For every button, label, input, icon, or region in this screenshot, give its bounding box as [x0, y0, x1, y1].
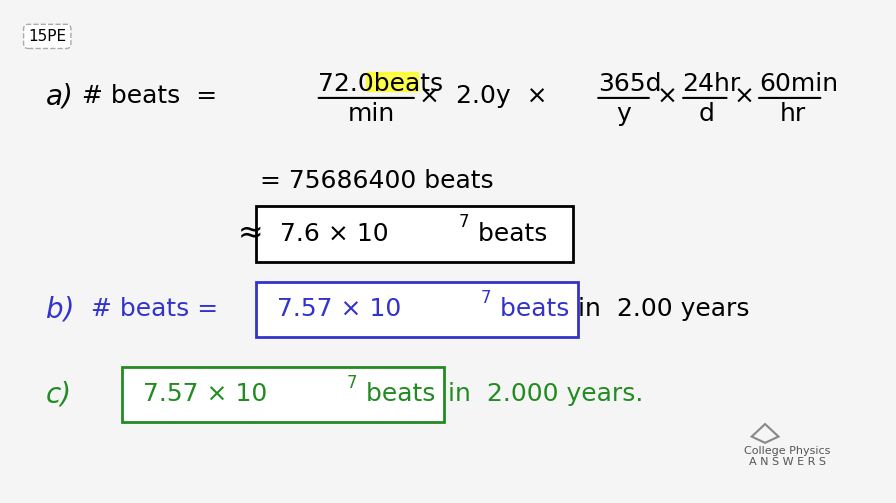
- FancyBboxPatch shape: [122, 367, 444, 422]
- Text: b): b): [46, 295, 74, 323]
- Text: 72.0beats: 72.0beats: [318, 72, 444, 96]
- Text: ×: ×: [656, 85, 677, 109]
- Text: College Physics
A N S W E R S: College Physics A N S W E R S: [745, 446, 831, 467]
- FancyBboxPatch shape: [256, 282, 578, 337]
- Text: 7.6 × 10: 7.6 × 10: [280, 222, 389, 246]
- Text: y: y: [616, 102, 631, 126]
- Text: # beats =: # beats =: [90, 297, 218, 321]
- Text: 7.57 × 10: 7.57 × 10: [142, 382, 267, 406]
- Text: 15PE: 15PE: [28, 29, 66, 44]
- Text: 7: 7: [480, 289, 491, 306]
- FancyBboxPatch shape: [256, 206, 573, 262]
- Text: 365d: 365d: [598, 72, 661, 96]
- Text: ≈: ≈: [238, 219, 263, 248]
- Text: min: min: [348, 102, 395, 126]
- Text: 60min: 60min: [759, 72, 838, 96]
- Text: 7: 7: [459, 213, 470, 231]
- Text: beats: beats: [358, 382, 435, 406]
- Text: in  2.00 years: in 2.00 years: [578, 297, 749, 321]
- Text: # beats  =: # beats =: [82, 85, 217, 109]
- Bar: [366, 72, 418, 92]
- Text: hr: hr: [780, 102, 806, 126]
- Text: beats: beats: [492, 297, 569, 321]
- Text: beats: beats: [470, 222, 547, 246]
- Text: d: d: [699, 102, 715, 126]
- Text: 7.57 × 10: 7.57 × 10: [277, 297, 401, 321]
- Text: 24hr: 24hr: [682, 72, 740, 96]
- Text: = 75686400 beats: = 75686400 beats: [261, 170, 494, 194]
- Text: ×  2.0y  ×: × 2.0y ×: [419, 85, 548, 109]
- Text: a): a): [46, 82, 74, 111]
- Text: ×: ×: [734, 85, 754, 109]
- Text: 7: 7: [346, 374, 357, 391]
- Text: c): c): [46, 380, 73, 408]
- Text: in  2.000 years.: in 2.000 years.: [448, 382, 643, 406]
